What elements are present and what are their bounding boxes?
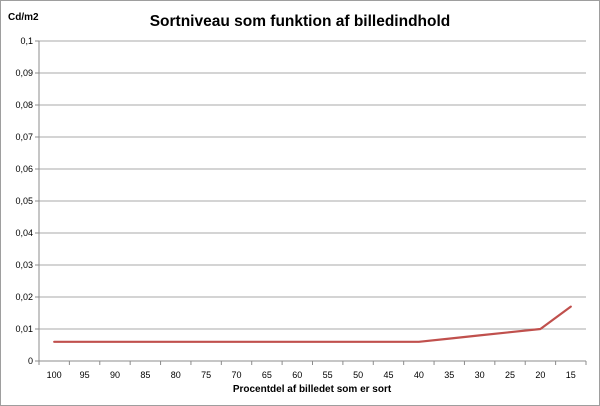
x-tick-label: 75 <box>201 370 211 380</box>
y-tick-label: 0 <box>28 356 33 366</box>
x-tick-label: 25 <box>505 370 515 380</box>
y-axis-label: Cd/m2 <box>8 12 39 23</box>
x-tick-label: 90 <box>110 370 120 380</box>
x-tick-labels: 100 95 90 85 80 75 70 65 60 55 50 45 40 35 30 25 20 15 <box>38 361 587 380</box>
x-tick-label: 15 <box>566 370 576 380</box>
y-tick-label: 0,08 <box>15 100 33 110</box>
gridlines <box>35 40 586 362</box>
x-axis-label: Procentdel af billedet som er sort <box>233 384 392 395</box>
y-tick-label: 0,03 <box>15 260 33 270</box>
x-tick-label: 30 <box>475 370 485 380</box>
chart-title: Sortniveau som funktion af billedindhold <box>150 13 451 30</box>
y-tick-label: 0,06 <box>15 164 33 174</box>
x-tick-label: 70 <box>232 370 242 380</box>
y-tick-labels: 0 0,01 0,02 0,03 0,04 0,05 0,06 0,07 0,08 0,09 0,1 <box>15 36 33 366</box>
x-tick-label: 50 <box>353 370 363 380</box>
x-tick-label: 80 <box>171 370 181 380</box>
x-tick-label: 85 <box>140 370 150 380</box>
y-tick-label: 0,1 <box>20 36 33 46</box>
x-tick-label: 60 <box>292 370 302 380</box>
y-tick-label: 0,02 <box>15 292 33 302</box>
x-tick-label: 65 <box>262 370 272 380</box>
x-tick-label: 35 <box>444 370 454 380</box>
x-tick-label: 100 <box>47 370 62 380</box>
series-line <box>53 305 572 343</box>
x-tick-label: 95 <box>80 370 90 380</box>
y-tick-label: 0,05 <box>15 196 33 206</box>
x-tick-label: 45 <box>383 370 393 380</box>
y-tick-label: 0,04 <box>15 228 33 238</box>
y-tick-label: 0,01 <box>15 324 33 334</box>
series-layer <box>53 305 572 343</box>
x-tick-label: 20 <box>535 370 545 380</box>
x-tick-label: 55 <box>323 370 333 380</box>
y-tick-label: 0,07 <box>15 132 33 142</box>
y-tick-label: 0,09 <box>15 68 33 78</box>
x-tick-label: 40 <box>414 370 424 380</box>
